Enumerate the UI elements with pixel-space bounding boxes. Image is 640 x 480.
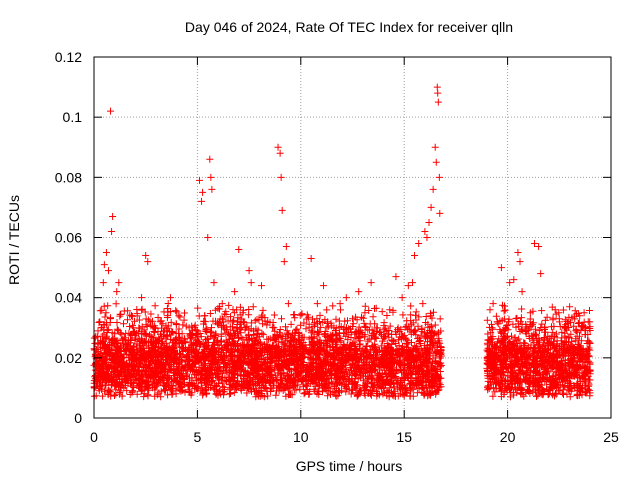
roti-point xyxy=(434,98,442,106)
roti-point xyxy=(320,282,328,290)
roti-point xyxy=(207,173,215,181)
roti-point xyxy=(411,252,419,260)
roti-point xyxy=(115,279,123,287)
roti-point xyxy=(199,188,207,196)
roti-point xyxy=(102,249,110,257)
roti-point xyxy=(432,158,440,166)
x-tick-label: 10 xyxy=(293,429,309,445)
y-tick-label: 0.08 xyxy=(55,169,82,185)
roti-point xyxy=(392,273,400,281)
roti-point xyxy=(336,300,344,308)
roti-point xyxy=(434,89,442,97)
y-tick-label: 0.06 xyxy=(55,230,82,246)
roti-point xyxy=(427,203,435,211)
roti-point xyxy=(142,252,150,260)
roti-point xyxy=(175,312,183,320)
roti-point xyxy=(276,149,284,157)
roti-point xyxy=(307,255,315,263)
y-tick-label: 0.1 xyxy=(63,109,83,125)
roti-point xyxy=(566,303,574,311)
x-tick-label: 25 xyxy=(603,429,619,445)
x-tick-label: 15 xyxy=(396,429,412,445)
roti-point xyxy=(109,212,117,220)
y-tick-label: 0.02 xyxy=(55,350,82,366)
roti-point xyxy=(208,185,216,193)
roti-point xyxy=(398,294,406,302)
roti-point xyxy=(408,279,416,287)
roti-point xyxy=(258,282,266,290)
roti-point xyxy=(270,324,278,332)
roti-point xyxy=(104,267,112,275)
roti-point xyxy=(280,258,288,266)
roti-point xyxy=(516,258,524,266)
roti-point xyxy=(506,279,514,287)
roti-point xyxy=(108,227,116,235)
roti-point xyxy=(537,270,545,278)
x-tick-label: 0 xyxy=(90,429,98,445)
roti-point xyxy=(284,300,292,308)
roti-point xyxy=(278,206,286,214)
roti-point xyxy=(421,227,429,235)
roti-point xyxy=(415,240,423,248)
roti-point xyxy=(277,173,285,181)
roti-point xyxy=(282,243,290,251)
roti-point xyxy=(99,279,107,287)
roti-point xyxy=(204,234,212,241)
roti-point xyxy=(342,294,350,302)
roti-point xyxy=(274,143,282,151)
x-tick-labels: 0 5 10 15 20 25 xyxy=(90,429,619,445)
y-tick-label: 0.12 xyxy=(55,49,82,65)
roti-point xyxy=(436,209,444,217)
roti-point xyxy=(419,300,427,308)
roti-point xyxy=(144,258,152,266)
roti-point xyxy=(510,276,518,284)
y-tick-label: 0.04 xyxy=(55,290,82,306)
roti-point xyxy=(518,288,526,296)
roti-point xyxy=(235,246,243,254)
roti-point xyxy=(429,185,437,193)
roti-point xyxy=(514,249,522,257)
y-axis-label: ROTI / TECUs xyxy=(6,195,22,285)
axis-ticks xyxy=(93,56,612,419)
roti-point xyxy=(367,279,375,287)
roti-point xyxy=(535,243,543,251)
roti-point xyxy=(361,309,369,317)
roti-point xyxy=(349,315,356,323)
x-tick-label: 5 xyxy=(194,429,202,445)
roti-point xyxy=(206,155,214,163)
roti-point xyxy=(249,303,257,311)
roti-point xyxy=(198,197,206,205)
roti-point xyxy=(195,176,203,184)
roti-point xyxy=(167,294,175,302)
roti-point xyxy=(433,83,441,91)
y-tick-label: 0 xyxy=(74,410,82,426)
roti-point xyxy=(210,279,218,287)
x-tick-label: 20 xyxy=(500,429,516,445)
chart-title: Day 046 of 2024, Rate Of TEC Index for r… xyxy=(185,19,513,35)
roti-point xyxy=(100,261,108,269)
data-markers xyxy=(90,83,594,401)
roti-point xyxy=(247,279,255,287)
roti-point xyxy=(138,294,146,302)
roti-point xyxy=(489,300,497,308)
roti-point xyxy=(313,300,321,308)
roti-point xyxy=(425,218,433,226)
roti-point xyxy=(435,173,443,181)
roti-point xyxy=(423,234,431,241)
roti-point xyxy=(231,288,239,296)
roti-point xyxy=(404,282,412,290)
roti-point xyxy=(113,288,121,296)
roti-point xyxy=(107,107,115,115)
roti-point xyxy=(355,288,363,296)
roti-point-cloud xyxy=(90,300,594,401)
roti-point xyxy=(580,309,588,317)
roti-point xyxy=(497,264,505,272)
roti-point xyxy=(530,240,538,248)
y-tick-labels: 0 0.02 0.04 0.06 0.08 0.1 0.12 xyxy=(55,49,82,426)
roti-point xyxy=(245,267,253,275)
x-axis-label: GPS time / hours xyxy=(296,458,403,474)
roti-point xyxy=(431,143,439,151)
